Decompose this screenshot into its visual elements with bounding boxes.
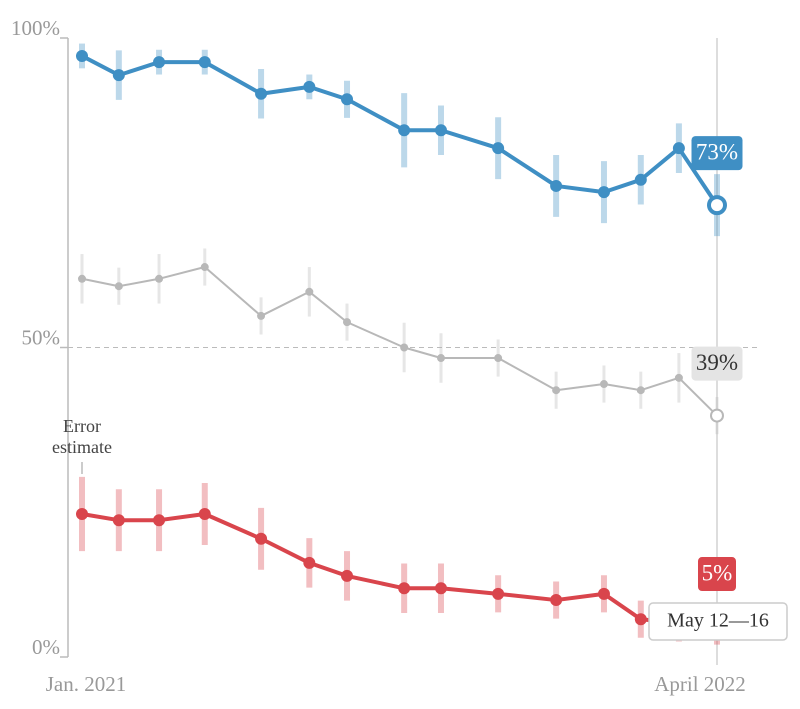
point <box>552 386 561 395</box>
y-tick-label: 50% <box>22 325 61 349</box>
point <box>674 373 683 382</box>
annotation: estimate <box>52 437 112 457</box>
point <box>303 556 316 569</box>
point <box>434 124 447 137</box>
point <box>634 613 647 626</box>
point <box>153 514 166 527</box>
point <box>599 380 608 389</box>
point <box>434 582 447 595</box>
point <box>341 93 354 106</box>
point <box>550 594 563 607</box>
tooltip-box <box>648 602 788 641</box>
point <box>114 282 123 291</box>
point <box>76 49 88 62</box>
value-label-box <box>698 557 736 592</box>
value-label: 5% <box>702 560 733 585</box>
point <box>200 263 209 272</box>
point <box>550 179 563 192</box>
point <box>153 56 166 69</box>
point <box>398 124 411 137</box>
y-tick-label: 0% <box>32 635 60 659</box>
point <box>257 311 266 320</box>
point <box>255 532 268 545</box>
point <box>436 354 445 363</box>
point <box>494 354 503 363</box>
value-label-box <box>691 346 743 381</box>
series <box>76 43 727 237</box>
line <box>81 512 718 629</box>
series <box>78 248 724 435</box>
y-tick-label: 100% <box>11 16 60 40</box>
point <box>78 274 86 283</box>
point <box>112 69 125 82</box>
annotation: Error <box>63 416 101 436</box>
point <box>76 508 88 521</box>
point <box>710 408 724 423</box>
tooltip: May 12—16 <box>667 610 769 632</box>
point <box>198 56 211 69</box>
point <box>492 142 505 155</box>
point <box>341 569 354 582</box>
point <box>597 587 610 600</box>
x-tick-label: April 2022 <box>654 672 746 696</box>
x-tick-label: Jan. 2021 <box>46 672 127 696</box>
point <box>707 195 727 216</box>
point <box>255 87 268 100</box>
point <box>343 318 352 327</box>
line <box>81 266 718 417</box>
value-label: 73% <box>696 139 738 164</box>
point <box>492 587 505 600</box>
point <box>597 186 610 199</box>
point <box>198 508 211 521</box>
point <box>155 274 164 283</box>
point <box>636 386 645 395</box>
value-label: 39% <box>696 350 738 375</box>
point <box>400 343 409 352</box>
point <box>305 287 314 296</box>
point <box>112 514 125 527</box>
point <box>398 582 411 595</box>
series <box>76 476 727 645</box>
point <box>672 142 685 155</box>
point <box>634 173 647 186</box>
point <box>303 80 316 93</box>
value-label-box <box>691 136 743 171</box>
